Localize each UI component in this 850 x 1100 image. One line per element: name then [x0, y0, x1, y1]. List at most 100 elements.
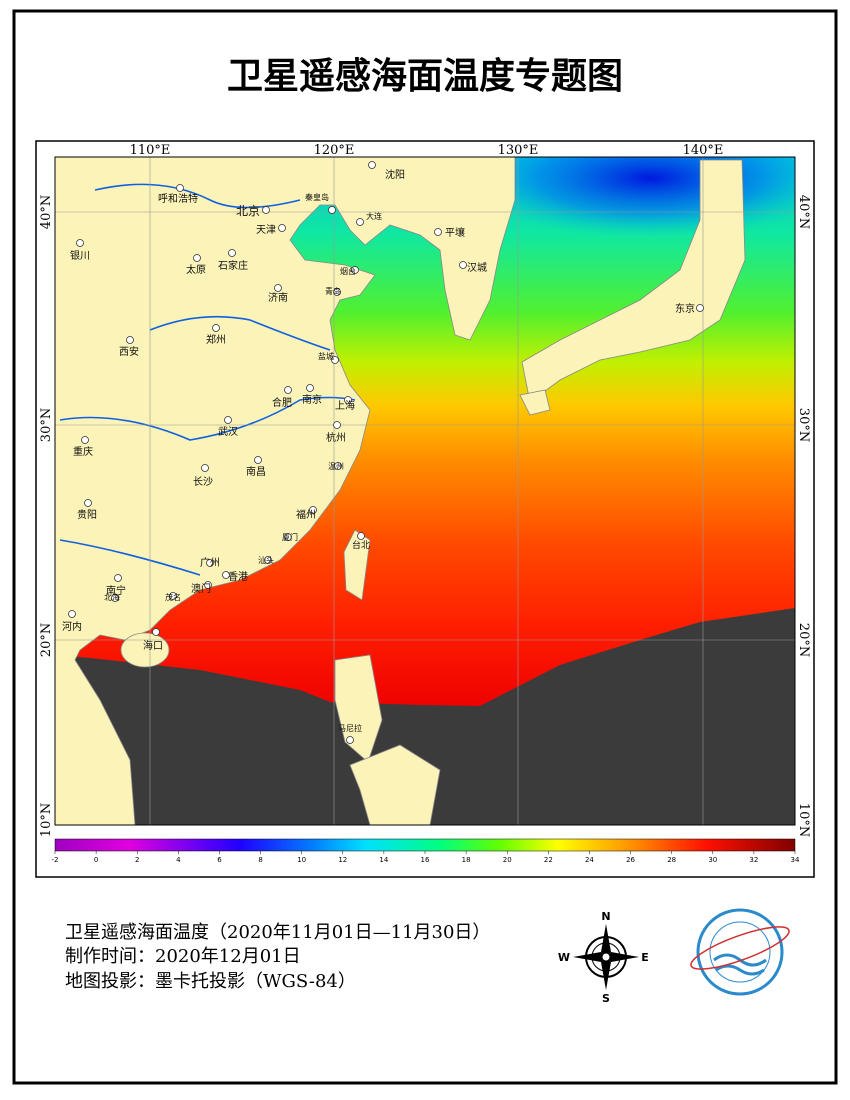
city-marker	[212, 324, 220, 332]
city-label: 盐城	[318, 351, 334, 361]
city-marker	[356, 218, 364, 226]
city-marker	[306, 384, 314, 392]
latitude-label: 10°N	[796, 803, 811, 837]
city-label: 茂名	[165, 592, 181, 602]
city-label: 杭州	[326, 431, 346, 444]
city-label: 合肥	[272, 396, 292, 409]
city-label: 郑州	[206, 333, 226, 346]
city-label: 南京	[302, 393, 322, 406]
city-label: 西安	[119, 345, 139, 358]
city-label: 台北	[352, 539, 370, 551]
city-label: 汉城	[467, 262, 487, 274]
colorbar-tick-label: 32	[749, 856, 758, 864]
compass-w: W	[558, 951, 570, 964]
colorbar-tick-label: 2	[135, 856, 139, 864]
city-label: 重庆	[73, 445, 93, 458]
map-border	[54, 156, 796, 826]
city-marker	[459, 261, 467, 269]
city-marker	[84, 499, 92, 507]
city-label: 海口	[143, 639, 163, 652]
city-marker	[357, 532, 365, 540]
colorbar-tick-label: 34	[791, 856, 800, 864]
colorbar	[54, 838, 796, 852]
city-marker	[696, 304, 704, 312]
map-frame	[35, 140, 815, 878]
colorbar-tick-label: 4	[176, 856, 181, 864]
latitude-label: 30°N	[796, 408, 811, 442]
colorbar-tick-label: 18	[462, 856, 471, 864]
footer-line: 卫星遥感海面温度（2020年11月01日—11月30日）	[65, 922, 490, 943]
city-marker	[176, 184, 184, 192]
city-label: 沈阳	[385, 168, 405, 181]
title: 卫星遥感海面温度专题图	[227, 55, 623, 97]
city-marker	[169, 592, 177, 600]
colorbar-tick-label: -2	[52, 856, 59, 864]
colorbar-tick-label: 8	[258, 856, 262, 864]
city-marker	[333, 421, 341, 429]
footer: 卫星遥感海面温度（2020年11月01日—11月30日） 制作时间：2020年1…	[65, 922, 490, 992]
compass-e: E	[641, 951, 649, 964]
colorbar-tick-label: 22	[544, 856, 553, 864]
footer-line: 地图投影：墨卡托投影（WGS-84）	[65, 971, 356, 992]
city-marker	[262, 206, 270, 214]
compass: N E S W	[558, 910, 649, 1005]
city-label: 大连	[366, 211, 382, 221]
city-label: 南宁	[106, 584, 126, 597]
city-marker	[201, 464, 209, 472]
compass-n: N	[601, 910, 610, 923]
city-label: 济南	[268, 291, 288, 304]
latitude-label: 10°N	[39, 803, 54, 837]
city-marker	[204, 581, 212, 589]
city-label: 贵阳	[77, 508, 97, 521]
city-label: 福州	[296, 508, 316, 521]
colorbar-tick-label: 24	[585, 856, 594, 864]
colorbar-tick-label: 6	[217, 856, 222, 864]
city-label: 北海	[104, 592, 120, 602]
city-marker	[193, 254, 201, 262]
colorbar-tick-label: 14	[379, 856, 388, 864]
city-label: 太原	[186, 263, 206, 276]
city-label: 南昌	[246, 465, 266, 478]
city-label: 银川	[70, 249, 90, 262]
city-label: 烟台	[340, 266, 356, 276]
latitude-label: 20°N	[796, 623, 811, 657]
city-label: 澳门	[191, 582, 211, 595]
city-label: 汕头	[258, 555, 274, 565]
colorbar-tick-label: 10	[297, 856, 306, 864]
city-label: 武汉	[218, 425, 238, 438]
graticule	[55, 157, 795, 825]
city-label: 平壤	[445, 226, 465, 239]
colorbar-tick-label: 0	[94, 856, 98, 864]
colorbar-tick-label: 16	[421, 856, 430, 864]
city-marker	[344, 396, 352, 404]
city-marker	[76, 239, 84, 247]
city-label: 厦门	[282, 532, 298, 542]
no-data	[55, 608, 795, 825]
city-marker	[309, 506, 317, 514]
logo	[690, 908, 790, 996]
compass-s: S	[602, 992, 610, 1005]
city-marker	[126, 336, 134, 344]
city-marker	[278, 224, 286, 232]
colorbar-tick-label: 12	[338, 856, 347, 864]
cold-water	[460, 157, 795, 238]
city-marker	[152, 628, 160, 636]
city-label: 香港	[228, 571, 248, 583]
city-marker	[264, 556, 272, 564]
city-marker	[284, 533, 292, 541]
city-label: 呼和浩特	[158, 193, 198, 205]
city-marker	[284, 386, 292, 394]
city-label: 马尼拉	[338, 723, 362, 733]
city-label: 天津	[256, 224, 276, 236]
city-marker	[274, 284, 282, 292]
colorbar-tick-label: 30	[708, 856, 717, 864]
city-marker	[333, 288, 341, 296]
city-marker	[328, 206, 336, 214]
city-marker	[368, 161, 376, 169]
city-label: 秦皇岛	[305, 192, 329, 202]
page-border	[12, 9, 838, 1085]
city-marker	[351, 266, 359, 274]
city-marker	[81, 436, 89, 444]
